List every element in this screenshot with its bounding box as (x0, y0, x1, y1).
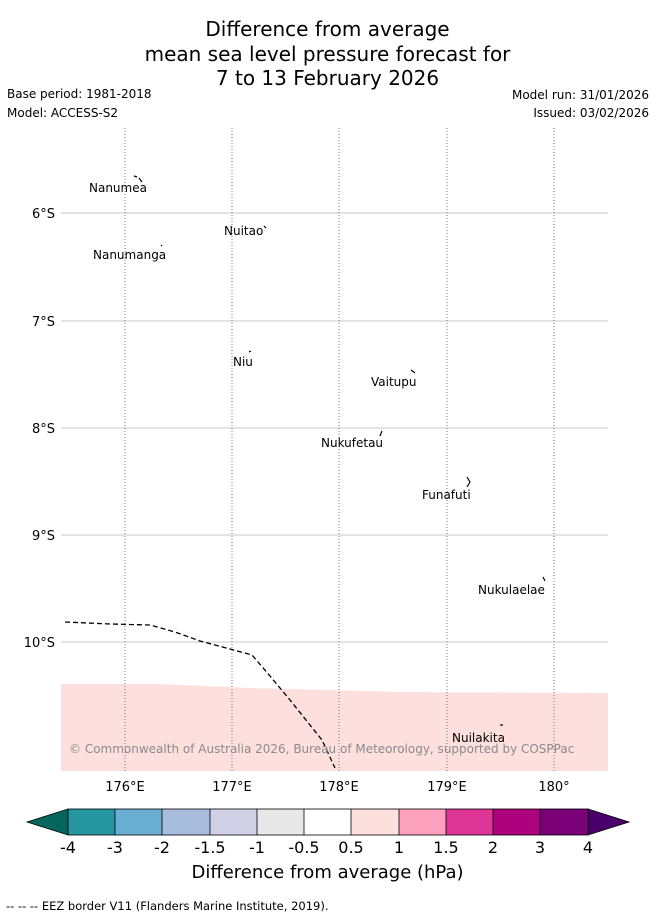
lon-label-179e: 179°E (427, 780, 467, 795)
colorbar-cell-2 (115, 809, 162, 835)
island-niu (248, 350, 252, 353)
colorbar-min-arrow (25, 808, 69, 836)
colorbar-cell-1 (68, 809, 115, 835)
eez-footnote: -- -- -- EEZ border V11 (Flanders Marine… (6, 899, 329, 913)
place-nukulaelae: Nukulaelae (478, 583, 545, 597)
colorbar-cell-11 (540, 809, 588, 835)
place-nuitao: Nuitao (224, 224, 263, 238)
place-niu: Niu (233, 355, 253, 369)
colorbar-title: Difference from average (hPa) (191, 862, 464, 883)
colorbar-cell-10 (493, 809, 540, 835)
lat-label-10s: 10°S (24, 636, 55, 651)
place-nanumea: Nanumea (89, 181, 147, 195)
island-nuitao (263, 225, 267, 229)
island-vaitupu (410, 369, 416, 374)
place-nanumanga: Nanumanga (93, 248, 166, 262)
issued-date: Issued: 03/02/2026 (533, 106, 649, 120)
colorbar-cell-4 (210, 809, 257, 835)
island-nanumea (133, 175, 143, 183)
colorbar-tick-label: 1 (393, 838, 405, 857)
colorbar-tick-label: 3 (534, 838, 546, 857)
colorbar-tick-label: -1.5 (194, 838, 226, 857)
lat-label-6s: 6°S (32, 207, 55, 222)
eez-border (64, 621, 336, 769)
colorbar-cell-8 (399, 809, 446, 835)
place-vaitupu: Vaitupu (371, 375, 417, 389)
island-nukufetau (379, 430, 383, 437)
colorbar-tick-label: 1.5 (433, 838, 459, 857)
lon-label-178e: 178°E (319, 780, 359, 795)
island-nukulaelae (542, 576, 546, 582)
lat-label-9s: 9°S (32, 529, 55, 544)
colorbar-cell-5 (257, 809, 304, 835)
colorbar-tick-label: 0.5 (338, 838, 364, 857)
island-nanumanga (160, 244, 163, 247)
copyright-credit: © Commonwealth of Australia 2026, Bureau… (69, 742, 575, 756)
colorbar-tick-label: -3 (107, 838, 123, 857)
colorbar-tick-label: 4 (582, 838, 594, 857)
colorbar-tick-label: 2 (487, 838, 499, 857)
lon-label-180: 180° (538, 780, 569, 795)
island-funafuti (466, 476, 471, 488)
colorbar-cell-9 (446, 809, 493, 835)
colorbar-tick-label: -2 (154, 838, 170, 857)
model-run: Model run: 31/01/2026 (511, 88, 649, 102)
colorbar-max-arrow (587, 808, 631, 836)
place-nukufetau: Nukufetau (321, 436, 383, 450)
colorbar-tick-label: -0.5 (288, 838, 320, 857)
colorbar-cell-7 (351, 809, 399, 835)
title-line-2: mean sea level pressure forecast for (144, 41, 511, 66)
anomaly-band (61, 684, 608, 771)
colorbar-tick-label: -1 (249, 838, 265, 857)
model-name: Model: ACCESS-S2 (7, 106, 119, 120)
lat-label-8s: 8°S (32, 422, 55, 437)
colorbar (25, 808, 631, 836)
lon-label-177e: 177°E (212, 780, 252, 795)
place-funafuti: Funafuti (422, 488, 471, 502)
colorbar-cell-6 (304, 809, 351, 835)
map-title: Difference from average mean sea level p… (0, 17, 655, 91)
colorbar-tick-label: -4 (60, 838, 76, 857)
title-line-3: 7 to 13 February 2026 (215, 66, 440, 90)
place-nuilakita: Nuilakita (452, 731, 505, 745)
lat-label-7s: 7°S (32, 315, 55, 330)
lon-label-176e: 176°E (105, 780, 145, 795)
title-line-1: Difference from average (205, 17, 450, 41)
colorbar-cell-3 (162, 809, 210, 835)
base-period: Base period: 1981-2018 (7, 87, 152, 101)
